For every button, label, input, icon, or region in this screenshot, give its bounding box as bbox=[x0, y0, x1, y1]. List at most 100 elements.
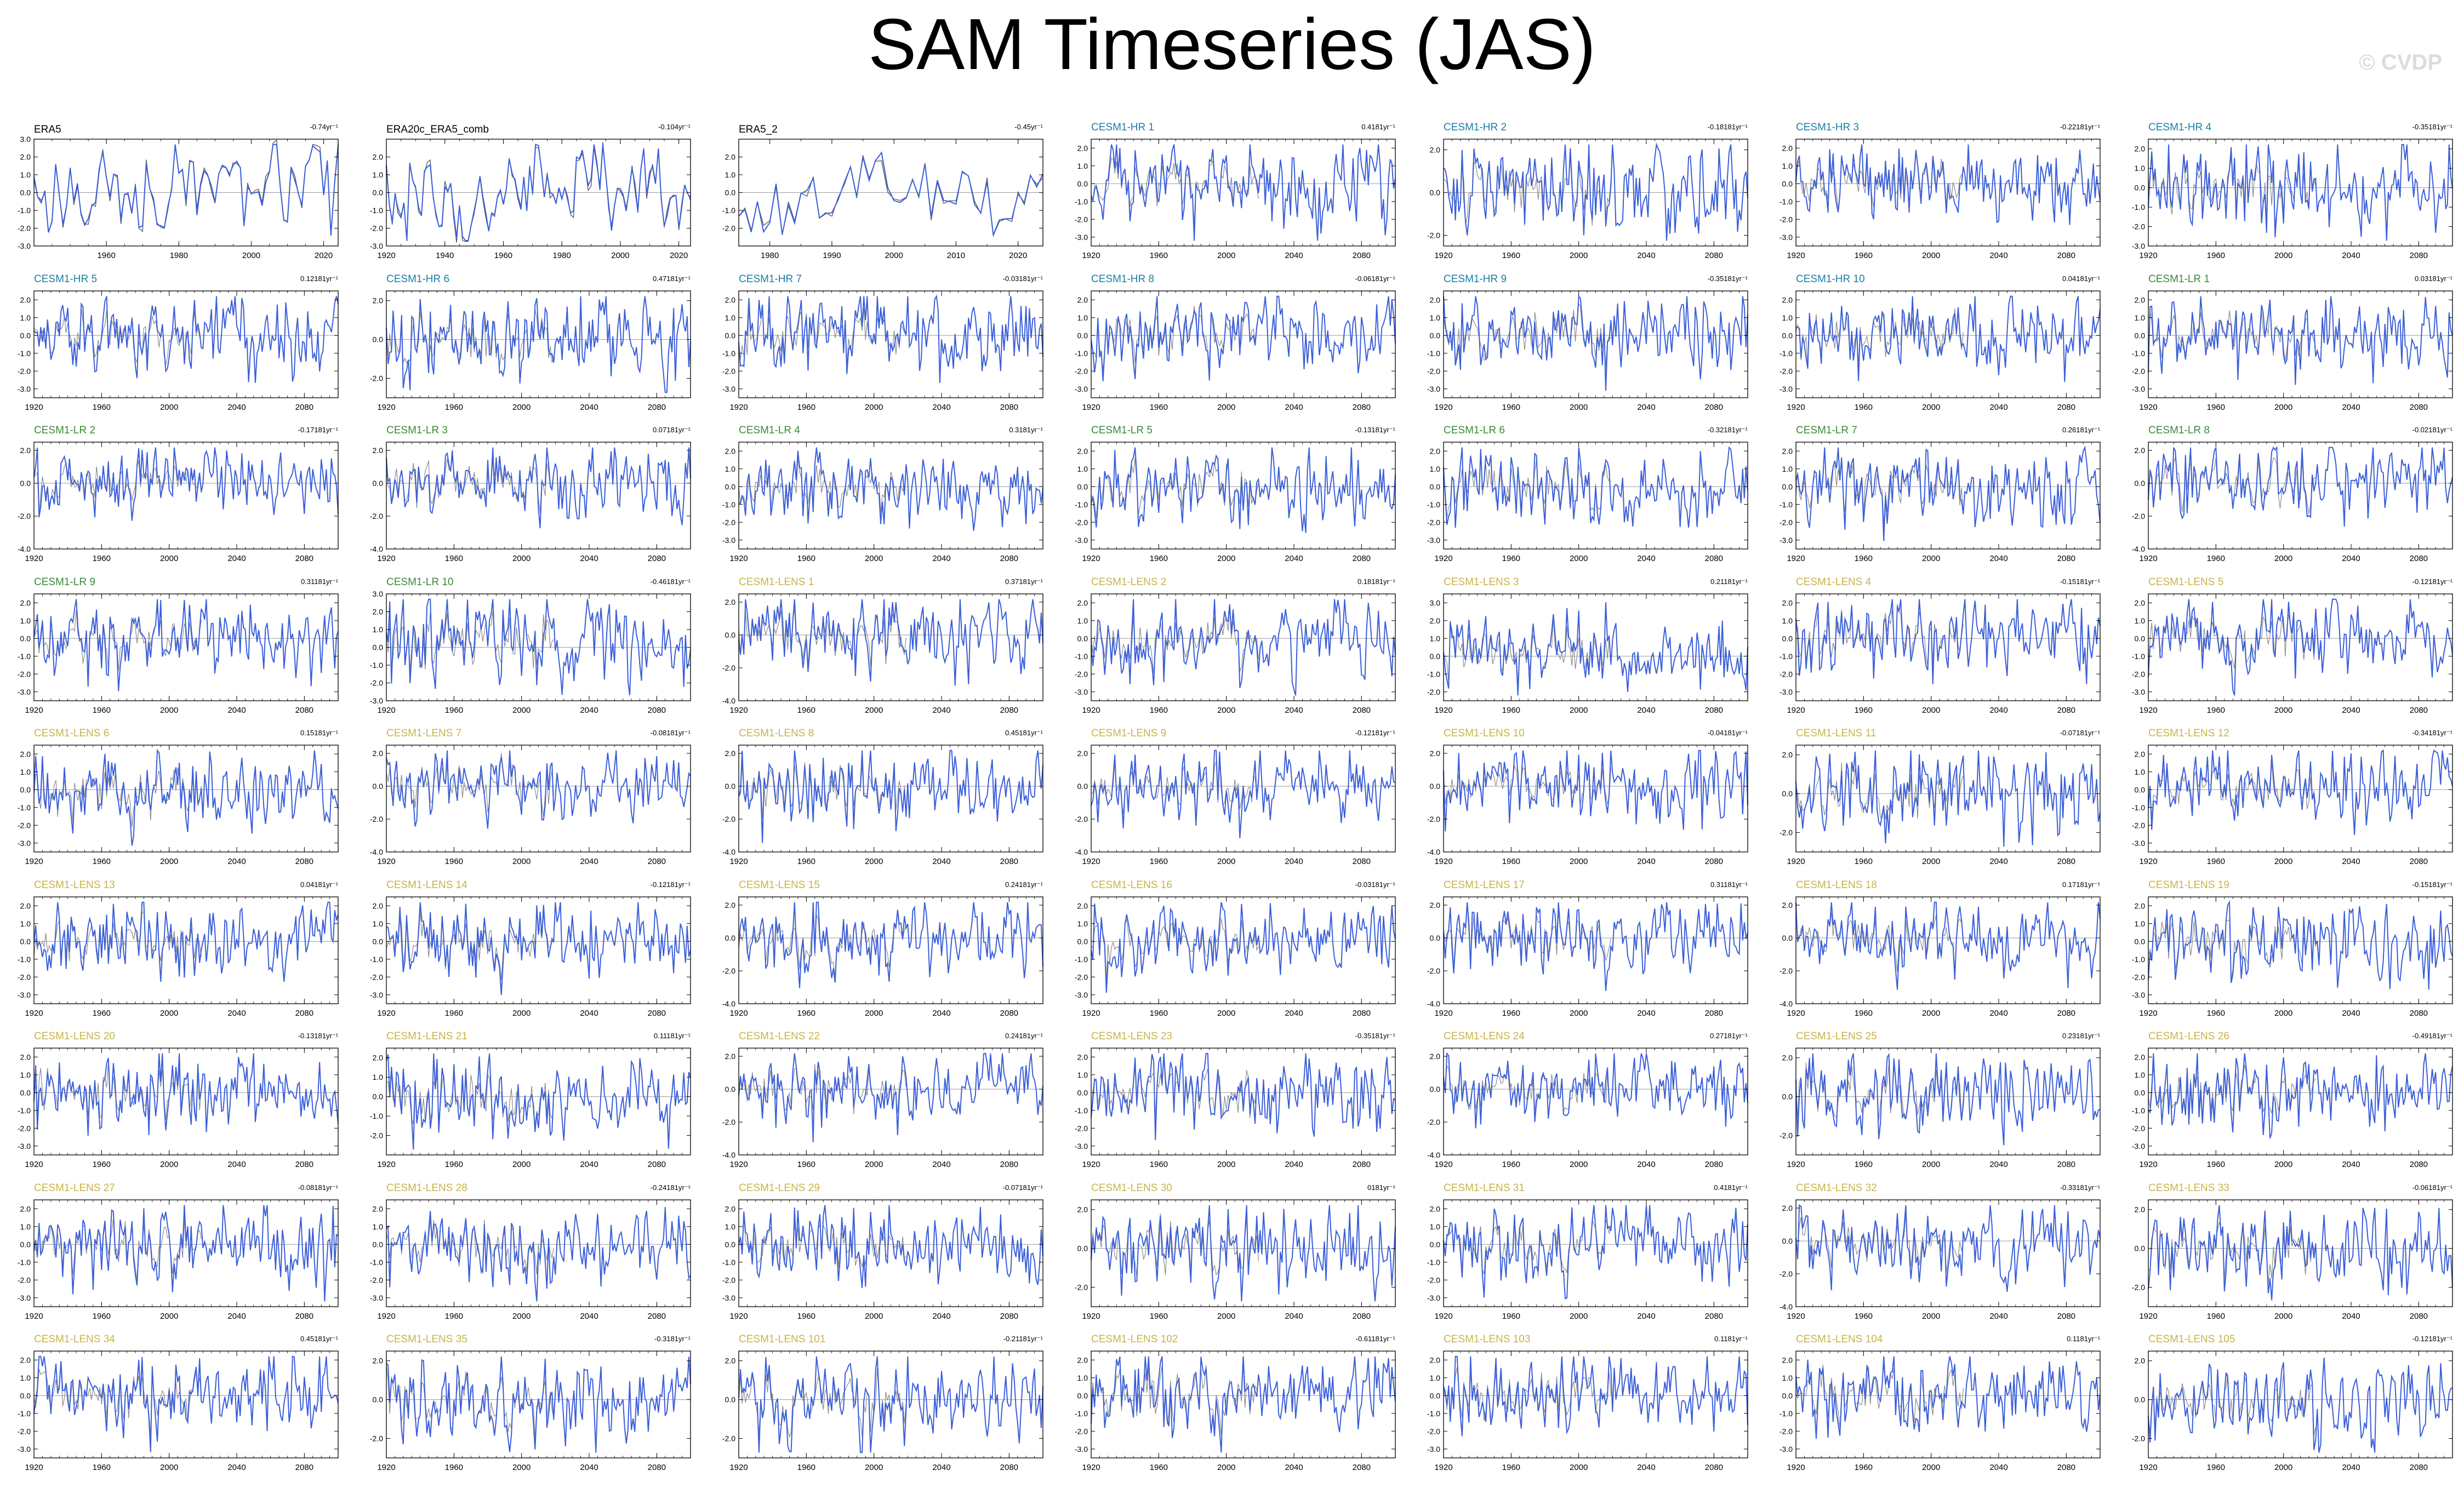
panel-trend-unit: 181yr⁻¹ bbox=[314, 880, 338, 889]
x-tick-label: 1920 bbox=[729, 706, 748, 715]
y-tick-label: -3.0 bbox=[18, 1293, 31, 1302]
panel-trend: 0.26181yr⁻¹ bbox=[2062, 426, 2100, 434]
y-tick-label: 1.0 bbox=[1077, 1374, 1088, 1382]
y-tick-label: 0.0 bbox=[725, 1240, 736, 1249]
y-tick-label: 1.0 bbox=[725, 170, 736, 179]
panel-title: CESM1-LR 8 bbox=[2148, 425, 2210, 436]
y-tick-label: 2.0 bbox=[725, 901, 736, 909]
series-line bbox=[386, 1206, 691, 1301]
y-tick-label: 0.0 bbox=[1077, 179, 1088, 188]
y-tick-label: 2.0 bbox=[373, 749, 384, 758]
x-tick-label: 2080 bbox=[295, 1009, 313, 1018]
x-tick-label: 1920 bbox=[1082, 706, 1100, 715]
series-line bbox=[1795, 295, 2101, 382]
panel-cesm1-lens-4: CESM1-LENS 4 -0.15181yr⁻¹ 2.0 1.0 0.0 -1.0 -2.… bbox=[1762, 576, 2107, 720]
y-tick-label: 0.0 bbox=[20, 331, 31, 340]
x-tick-label: 1920 bbox=[1787, 857, 1805, 866]
x-tick-label: 2040 bbox=[2342, 251, 2360, 260]
x-tick-label: 2040 bbox=[1637, 1009, 1655, 1018]
y-tick-label: -3.0 bbox=[1779, 536, 1793, 545]
x-tick-label: 2080 bbox=[295, 1463, 313, 1472]
y-tick-label: -2.0 bbox=[722, 815, 735, 823]
x-tick-label: 2000 bbox=[160, 1312, 178, 1321]
panel-trend-value: -0.34 bbox=[2412, 729, 2429, 737]
panel-title: CESM1-LENS 7 bbox=[386, 728, 462, 739]
x-tick-label: 1960 bbox=[1150, 554, 1168, 563]
x-tick-label: 2000 bbox=[1570, 1312, 1588, 1321]
x-tick-label: 1920 bbox=[1082, 403, 1100, 412]
y-tick-label: -2.0 bbox=[1779, 1269, 1793, 1278]
plot-frame bbox=[738, 1048, 1043, 1155]
panel-trend-value: -0.46 bbox=[650, 577, 667, 586]
y-tick-label: -4.0 bbox=[370, 848, 383, 856]
y-tick-label: -4.0 bbox=[1427, 1151, 1440, 1159]
y-tick-label: 0.0 bbox=[20, 479, 31, 488]
x-tick-label: 2080 bbox=[2410, 554, 2428, 563]
x-tick-label: 2080 bbox=[2410, 1160, 2428, 1169]
y-tick-label: -2.0 bbox=[18, 224, 31, 233]
y-tick-label: -2.0 bbox=[1779, 518, 1793, 527]
panel-trend-value: -0.08 bbox=[298, 1183, 315, 1192]
x-tick-label: 1960 bbox=[93, 1160, 111, 1169]
x-tick-label: 2000 bbox=[1922, 1160, 1940, 1169]
x-tick-label: 2080 bbox=[648, 1009, 666, 1018]
x-tick-label: 2080 bbox=[1705, 1312, 1723, 1321]
x-tick-label: 2040 bbox=[2342, 1160, 2360, 1169]
series-line bbox=[1795, 1356, 2101, 1439]
series-line bbox=[33, 901, 339, 982]
panel-trend-value: 0.23 bbox=[2062, 1032, 2077, 1040]
panel-cesm1-lr-3: CESM1-LR 3 0.07181yr⁻¹ 2.0 0.0 -2.0 -4.0 1920 1… bbox=[352, 425, 698, 568]
panel-title: CESM1-LR 10 bbox=[386, 576, 454, 588]
series-line bbox=[33, 1355, 339, 1452]
x-tick-label: 1980 bbox=[170, 251, 188, 260]
panel-trend-value: -0.12 bbox=[2412, 1335, 2429, 1343]
x-tick-label: 2040 bbox=[932, 857, 950, 866]
panel-trend-value: 0.1 bbox=[1714, 1335, 1724, 1343]
panel-plot: 2.0 1.0 0.0 -1.0 -2.0 -3.0 1920 1960 2000 2040 208… bbox=[1427, 290, 1748, 412]
y-tick-label: 1.0 bbox=[725, 313, 736, 322]
panel-cesm1-lens-11: CESM1-LENS 11 -0.07181yr⁻¹ 2.0 0.0 -2.0 1920 1… bbox=[1762, 728, 2107, 871]
y-tick-label: -1.0 bbox=[1427, 670, 1440, 678]
y-tick-label: -2.0 bbox=[722, 367, 735, 375]
panel-trend-value: 0.45 bbox=[300, 1335, 315, 1343]
y-tick-label: 1.0 bbox=[373, 1073, 384, 1082]
y-tick-label: 1.0 bbox=[1077, 616, 1088, 625]
panel-trend: -0.12181yr⁻¹ bbox=[651, 880, 691, 889]
panel-trend-value: 0.12 bbox=[300, 274, 315, 283]
x-tick-label: 2080 bbox=[1705, 1009, 1723, 1018]
panel-title: CESM1-LR 4 bbox=[739, 425, 800, 436]
y-tick-label: -1.0 bbox=[370, 954, 383, 963]
panel-trend-unit: 181yr⁻¹ bbox=[2428, 1032, 2452, 1040]
series-line bbox=[1091, 295, 1396, 381]
series-line bbox=[386, 1053, 691, 1150]
panel-trend-value: 0.27 bbox=[1709, 1032, 1724, 1040]
panel-plot: 2.0 1.0 0.0 -1.0 -2.0 -3.0 1920 1960 2000 2040 208… bbox=[1075, 593, 1396, 715]
x-tick-label: 1920 bbox=[1787, 1160, 1805, 1169]
x-tick-label: 2040 bbox=[2342, 706, 2360, 715]
panel-trend-value: -0.07 bbox=[1002, 1183, 1019, 1192]
x-tick-label: 1960 bbox=[2207, 554, 2225, 563]
y-tick-label: -2.0 bbox=[370, 224, 383, 233]
x-tick-label: 1920 bbox=[1082, 1160, 1100, 1169]
series-line bbox=[2148, 1053, 2453, 1138]
y-tick-label: -3.0 bbox=[1075, 687, 1088, 696]
y-tick-label: 1.0 bbox=[1077, 919, 1088, 928]
x-tick-label: 2040 bbox=[580, 554, 598, 563]
x-tick-label: 1960 bbox=[1502, 1009, 1520, 1018]
y-tick-label: -2.0 bbox=[1427, 367, 1440, 375]
y-tick-label: 0.0 bbox=[1077, 331, 1088, 340]
panel-cesm1-lens-30: CESM1-LENS 30 0181yr⁻¹ 2.0 0.0 -2.0 1920 1960 2… bbox=[1057, 1182, 1402, 1326]
panel-trend-unit: 181yr⁻¹ bbox=[1019, 577, 1043, 586]
y-tick-label: 2.0 bbox=[1077, 1355, 1088, 1364]
x-tick-label: 1920 bbox=[2139, 403, 2157, 412]
y-tick-label: -3.0 bbox=[1427, 384, 1440, 393]
series-line bbox=[1795, 1052, 2101, 1146]
x-tick-label: 1980 bbox=[553, 251, 571, 260]
y-tick-label: -2.0 bbox=[2132, 1283, 2145, 1291]
y-tick-label: -4.0 bbox=[2132, 545, 2145, 553]
x-tick-label: 2000 bbox=[2274, 706, 2292, 715]
y-tick-label: -1.0 bbox=[2132, 954, 2145, 963]
y-tick-label: 0.0 bbox=[20, 1240, 31, 1249]
